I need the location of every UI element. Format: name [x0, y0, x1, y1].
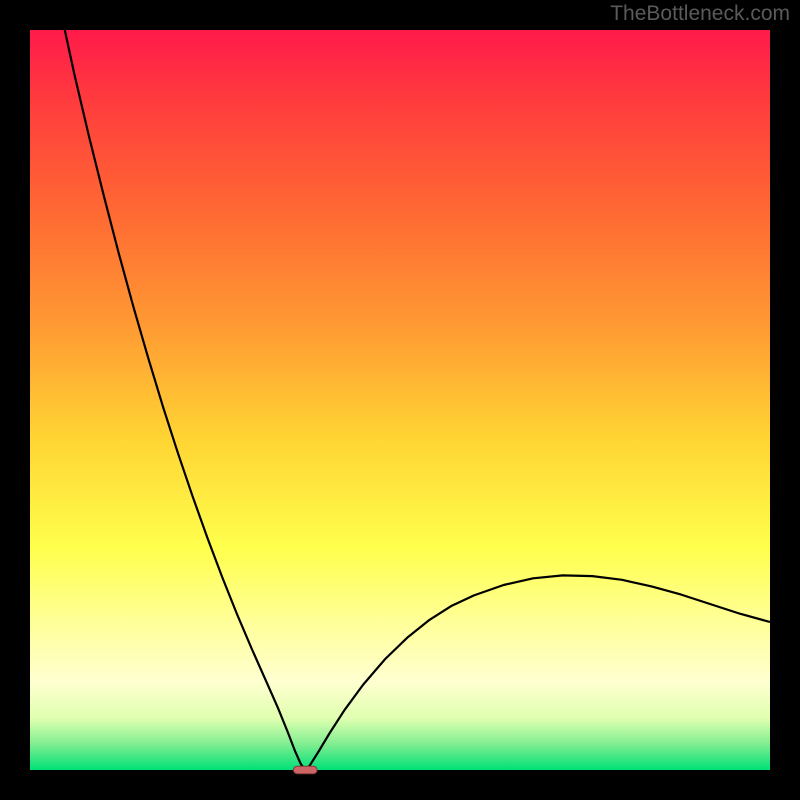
bottleneck-chart-svg: [0, 0, 800, 800]
chart-container: TheBottleneck.com: [0, 0, 800, 800]
watermark-text: TheBottleneck.com: [610, 2, 790, 26]
optimal-point-marker: [293, 766, 317, 773]
chart-plot-area: [30, 30, 770, 770]
